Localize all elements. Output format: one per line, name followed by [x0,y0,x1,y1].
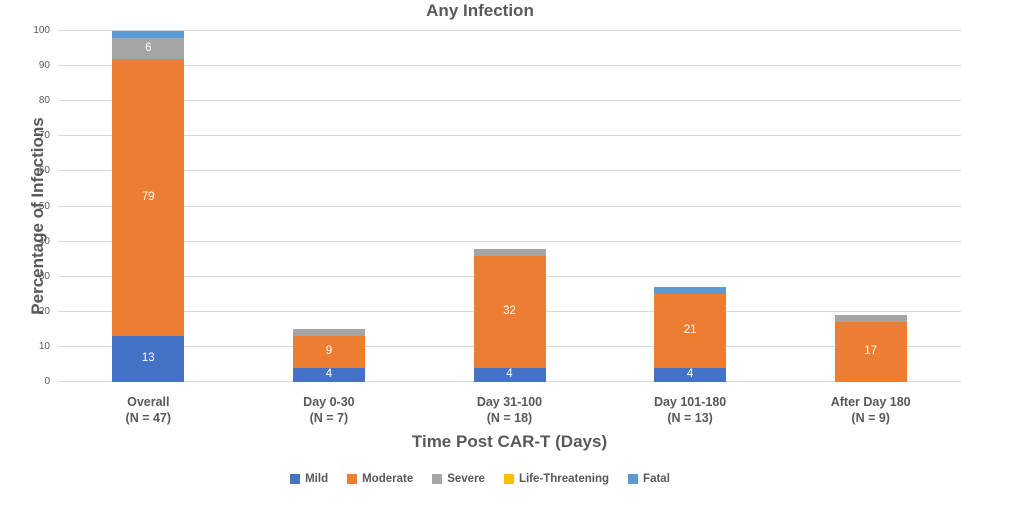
x-category-name: After Day 180 [830,395,911,409]
y-tick-label: 70 [38,130,50,142]
gridline [58,100,961,102]
bar-segment-moderate: 21 [654,294,727,368]
bar-segment-label: 4 [325,368,333,381]
x-axis-title: Time Post CAR-T (Days) [411,432,608,451]
y-tick-label: 30 [38,270,50,282]
x-axis-categories: Overall (N = 47) Day 0-30 (N = 7) Day 31-100… [58,394,961,428]
x-category-name: Day 31-100 [476,395,543,409]
legend-marker-icon [347,474,358,484]
bar-segment-label: 6 [145,41,152,54]
x-category-n: (N = 18) [486,411,533,425]
legend: Mild Moderate Severe Life-Threatening Fatal [0,471,960,487]
bar-segment-label: 79 [141,190,155,203]
bar-segment-severe [834,315,907,323]
bar-segment-label: 17 [864,345,878,358]
y-axis-title: Percentage of Infections [28,117,47,315]
legend-label: Fatal [643,473,670,485]
x-category-name: Day 0-30 [303,395,355,409]
bar-segment-label: 4 [686,368,694,381]
x-category-name: Overall [127,395,170,409]
x-category-label: Day 101-180 (N = 13) [600,394,781,426]
bar-group: 4 21 [654,31,727,382]
plot-area: 0 10 20 30 40 50 60 70 80 90 100 13 79 6 4 9 4 32 4 21 17 [33,26,961,387]
bar-segment-mild: 4 [654,367,727,382]
x-category-label: Overall (N = 47) [58,394,239,426]
legend-item-fatal: Fatal [628,473,670,485]
bar-segment-severe [292,329,365,337]
x-category-label: After Day 180 (N = 9) [780,394,961,426]
legend-item-mild: Mild [290,473,328,485]
chart-title: Any Infection [426,1,534,20]
legend-marker-icon [290,474,301,484]
y-tick-label: 60 [38,165,50,177]
x-category-label: Day 31-100 (N = 18) [419,394,600,426]
x-category-n: (N = 9) [851,411,890,425]
y-tick-label: 50 [38,200,50,212]
bar-segment-fatal [654,287,727,295]
y-tick-label: 10 [38,340,50,352]
legend-item-severe: Severe [432,473,485,485]
bar-group: 4 32 [473,31,546,382]
x-category-n: (N = 13) [667,411,713,425]
gridline [58,240,961,242]
bar-segment-severe: 6 [112,38,185,60]
gridline [58,30,961,31]
y-tick-label: 100 [33,25,50,36]
bar-segment-label: 4 [506,368,513,381]
bar-group: 13 79 6 [112,31,185,382]
legend-marker-icon [628,474,639,484]
y-tick-label: 0 [44,376,50,387]
legend-marker-icon [432,474,443,484]
bar-segment-moderate: 9 [292,336,365,368]
gridline [58,170,961,172]
legend-label: Severe [447,473,485,485]
bar-segment-severe [473,248,546,256]
x-category-name: Day 101-180 [653,395,727,409]
gridline [58,135,961,137]
legend-label: Life-Threatening [518,473,610,485]
bar-segment-mild: 13 [112,336,185,382]
bar-group: 17 [834,31,907,382]
bar-segment-mild: 4 [473,367,546,382]
y-tick-label: 20 [38,305,50,317]
y-tick-label: 90 [38,60,50,72]
x-category-n: (N = 47) [125,411,172,425]
y-tick-label: 80 [38,95,50,107]
legend-marker-icon [503,474,514,484]
bar-segment-label: 21 [683,324,697,337]
bar-segment-mild: 4 [292,367,365,382]
bar-segment-label: 9 [325,345,333,358]
legend-label: Mild [305,473,329,485]
legend-item-life-threatening: Life-Threatening [503,473,610,485]
legend-item-moderate: Moderate [347,473,413,485]
bar-segment-fatal [112,31,185,39]
bar-segment-moderate: 32 [473,255,546,368]
gridline [58,205,961,207]
x-category-label: Day 0-30 (N = 7) [239,394,420,426]
x-category-n: (N = 7) [309,411,349,425]
bar-segment-label: 32 [503,305,516,318]
legend-label: Moderate [362,473,414,485]
gridline [58,65,961,67]
bar-segment-moderate: 17 [834,322,907,382]
bar-segment-moderate: 79 [112,59,185,337]
bar-segment-label: 13 [141,352,155,365]
y-tick-label: 40 [38,235,50,247]
